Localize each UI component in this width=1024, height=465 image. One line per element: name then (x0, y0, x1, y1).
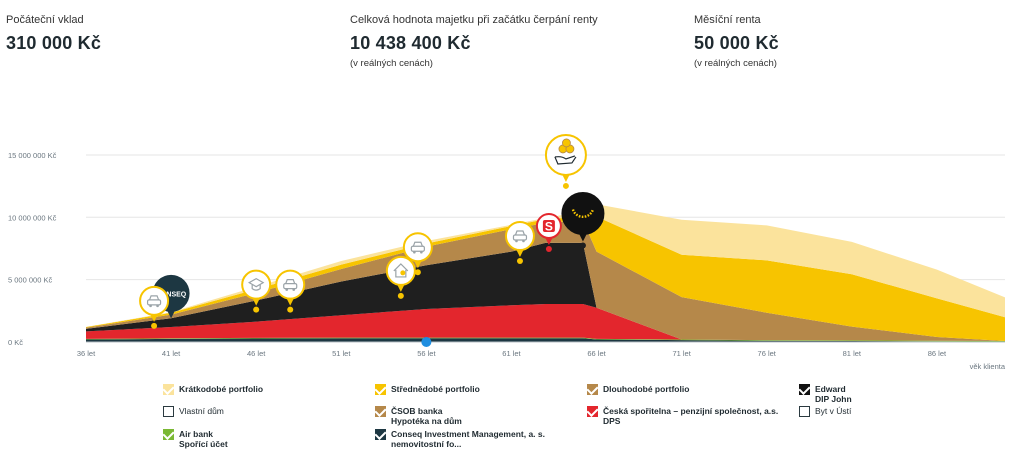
legend-checkbox[interactable] (374, 382, 387, 396)
initial-deposit-label: Počáteční vklad (6, 14, 84, 26)
svg-text:S: S (545, 220, 553, 234)
x-tick-label: 46 let (247, 349, 266, 358)
legend-item-conseq[interactable]: Conseq Investment Management, a. s. nemo… (374, 427, 545, 449)
legend-item-kratkodobe[interactable]: Krátkodobé portfolio (162, 382, 264, 396)
x-tick-label: 36 let (77, 349, 96, 358)
legend-item-byt-v-usti[interactable]: Byt v Ústí (799, 406, 851, 417)
monthly-rent-label: Měsíční renta (694, 14, 761, 26)
series-area (86, 337, 1005, 342)
wealth-projection-chart: 0 Kč 5 000 000 Kč 10 000 000 Kč 15 000 000 … (8, 133, 1006, 371)
car-event-marker (139, 285, 170, 329)
legend-label: Edward DIP John (815, 384, 852, 404)
x-tick-label: 51 let (332, 349, 351, 358)
x-tick-label: 71 let (672, 349, 691, 358)
legend-label: Střednědobé portfolio (391, 384, 480, 394)
x-tick-label: 76 let (758, 349, 777, 358)
total-value-label: Celková hodnota majetku při začátku čerp… (350, 14, 598, 26)
car-event-marker (402, 232, 433, 276)
current-age-marker (421, 337, 432, 347)
total-value-note: (v reálných cenách) (350, 58, 433, 69)
legend-item-ceska-sporitelna[interactable]: Česká spořitelna – penzijní společnost, … (586, 404, 779, 426)
legend-item-strednedobe[interactable]: Střednědobé portfolio (374, 382, 480, 396)
legend-item-dlouhodobe[interactable]: Dlouhodobé portfolio (586, 382, 690, 396)
x-tick-label: 86 let (928, 349, 947, 358)
x-axis-label: věk klienta (970, 362, 1006, 371)
total-value-stat: Celková hodnota majetku při začátku čerp… (350, 14, 598, 69)
series-area (86, 242, 1005, 342)
legend-checkbox[interactable] (798, 382, 811, 396)
legend-label: Česká spořitelna – penzijní společnost, … (603, 406, 779, 426)
series-area (86, 216, 1005, 342)
graduation-cap-event-marker (241, 269, 272, 313)
x-tick-label: 81 let (843, 349, 862, 358)
legend-label: Air bank Spořící účet (179, 429, 228, 449)
monthly-rent-note: (v reálných cenách) (694, 58, 777, 69)
total-value-value: 10 438 400 Kč (350, 33, 471, 53)
legend-item-csob-hypoteka[interactable]: ČSOB banka Hypotéka na dům (374, 404, 462, 426)
legend-label: Byt v Ústí (815, 406, 852, 416)
legend-checkbox[interactable] (586, 382, 599, 396)
legend-label: Dlouhodobé portfolio (603, 384, 690, 394)
x-tick-label: 66 let (587, 349, 606, 358)
legend-item-air-bank[interactable]: Air bank Spořící účet (162, 427, 228, 449)
x-tick-label: 56 let (417, 349, 436, 358)
series-area (86, 338, 1005, 342)
y-tick-label: 10 000 000 Kč (8, 213, 57, 222)
marker-label: CONSEQ (156, 291, 187, 298)
y-tick-label: 15 000 000 Kč (8, 151, 57, 160)
car-event-marker (504, 221, 535, 264)
legend-checkbox[interactable] (162, 427, 175, 441)
legend-label: Vlastní dům (179, 406, 224, 416)
legend-checkbox[interactable] (374, 427, 387, 441)
legend-checkbox[interactable] (374, 404, 387, 418)
smile-event-marker (561, 192, 605, 249)
x-tick-label: 41 let (162, 349, 181, 358)
y-tick-label: 0 Kč (8, 338, 23, 347)
monthly-rent-value: 50 000 Kč (694, 33, 779, 53)
monthly-rent-stat: Měsíční renta 50 000 Kč (v reálných cená… (694, 14, 779, 69)
legend-label: Conseq Investment Management, a. s. nemo… (391, 429, 545, 449)
legend-label: ČSOB banka Hypotéka na dům (391, 406, 462, 426)
initial-deposit-value: 310 000 Kč (6, 33, 102, 53)
legend-checkbox[interactable] (586, 404, 599, 418)
series-area (86, 303, 1005, 342)
legend-item-edward-dip[interactable]: Edward DIP John (798, 382, 852, 404)
bank-s-event-marker: S (535, 213, 562, 253)
coins-hand-event-marker (544, 133, 587, 189)
series-area (86, 204, 1005, 328)
legend-checkbox[interactable] (799, 406, 810, 417)
chart-legend: Krátkodobé portfolio Střednědobé portfol… (0, 380, 1024, 465)
legend-checkbox[interactable] (162, 382, 175, 396)
initial-deposit-stat: Počáteční vklad 310 000 Kč (6, 14, 101, 54)
car-event-marker (275, 269, 306, 313)
y-tick-label: 5 000 000 Kč (8, 276, 52, 285)
legend-label: Krátkodobé portfolio (179, 384, 264, 394)
house-event-marker (385, 255, 416, 299)
legend-item-vlastni-dum[interactable]: Vlastní dům (163, 406, 224, 417)
legend-checkbox[interactable] (163, 406, 174, 417)
x-tick-label: 61 let (502, 349, 521, 358)
